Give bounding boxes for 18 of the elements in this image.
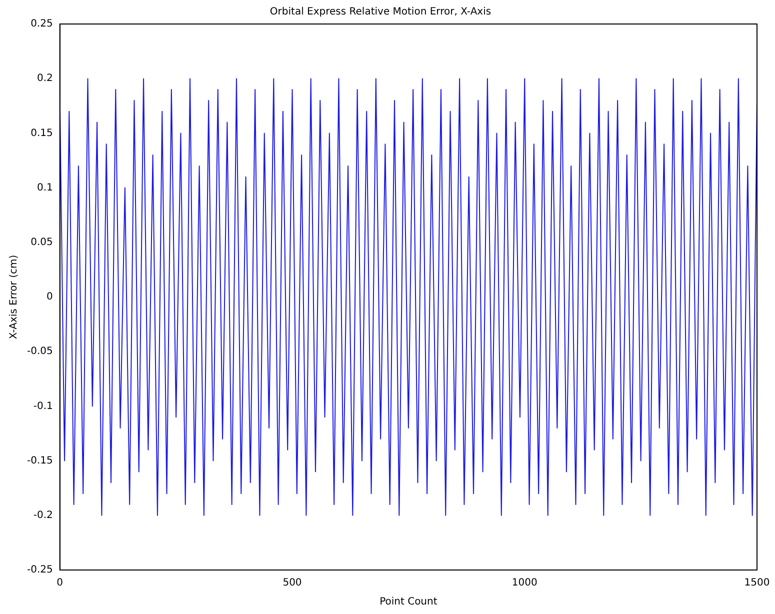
chart-title: Orbital Express Relative Motion Error, X-Axis (270, 6, 492, 18)
y-tick-label: 0.05 (30, 236, 53, 248)
x-tick-label: 0 (56, 578, 64, 589)
y-axis-title: X-Axis Error (cm) (8, 254, 20, 340)
x-tick-label: 1000 (512, 578, 538, 589)
y-tick-label: -0.2 (33, 510, 53, 521)
y-tick-label: -0.05 (27, 346, 53, 358)
y-tick-label: 0.15 (30, 128, 53, 139)
y-tick-label: -0.15 (27, 455, 53, 466)
y-tick-label: 0.1 (36, 182, 53, 194)
x-tick-label: 500 (282, 578, 302, 589)
y-tick-label: -0.25 (27, 564, 53, 576)
x-axis-title: Point Count (380, 596, 438, 608)
y-tick-label: 0 (46, 292, 53, 303)
y-tick-label: 0.2 (36, 73, 53, 84)
x-tick-label: 1500 (744, 578, 770, 589)
y-tick-label: 0.25 (30, 18, 53, 30)
y-tick-label: -0.1 (33, 400, 53, 412)
